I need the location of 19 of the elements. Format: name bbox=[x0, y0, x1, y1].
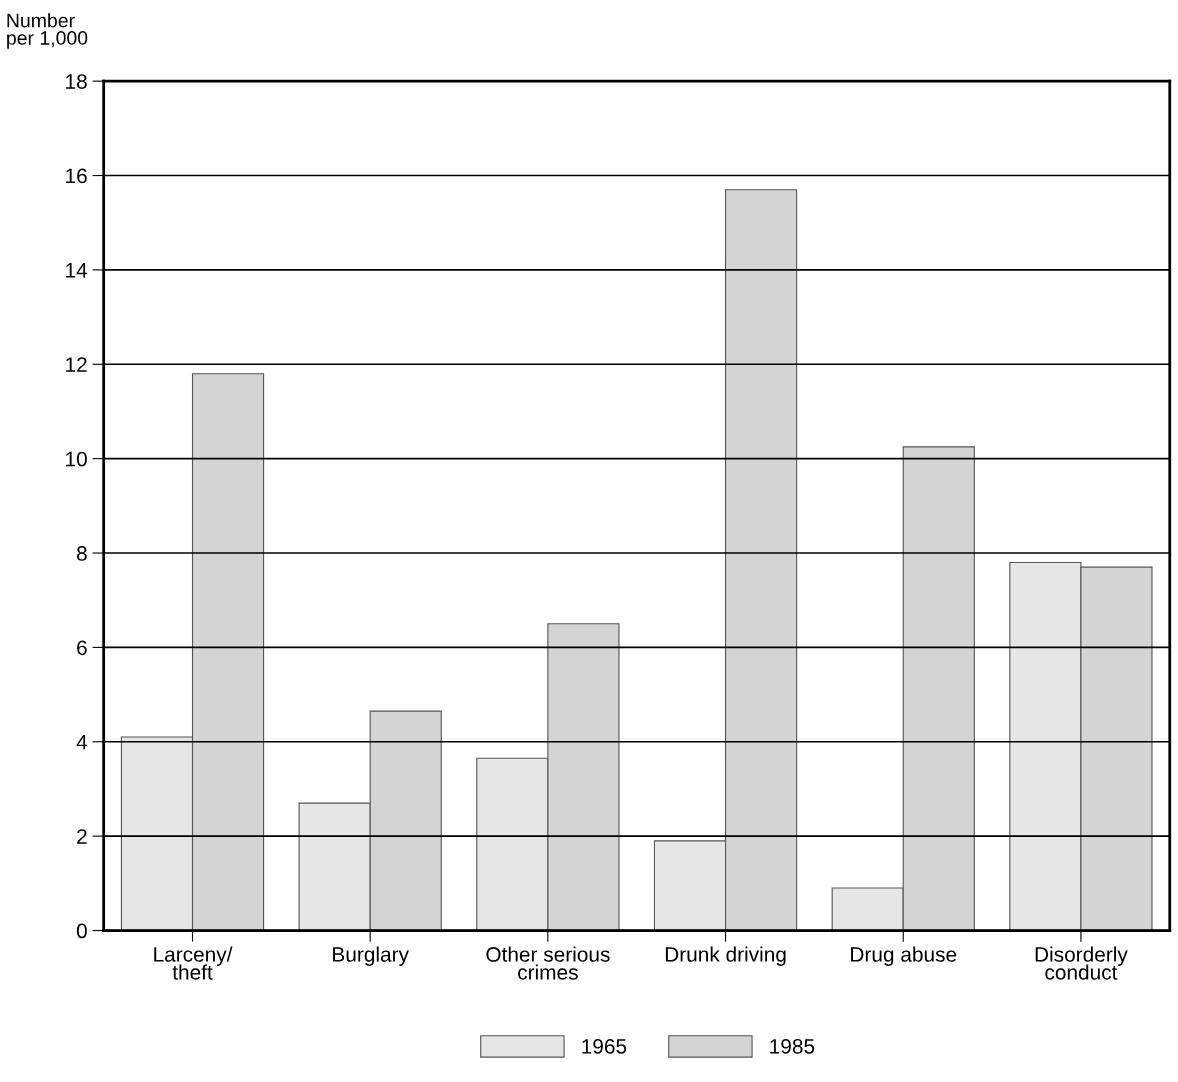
y-tick-label: 8 bbox=[77, 546, 87, 561]
x-tick-label: Burglary bbox=[333, 946, 409, 966]
y-tick-label: 6 bbox=[77, 640, 87, 656]
y-tick-label: 2 bbox=[77, 829, 87, 844]
x-tick-label: Drunk driving bbox=[665, 946, 786, 966]
y-tick-label: 12 bbox=[66, 357, 87, 372]
y-tick-label: 14 bbox=[66, 263, 88, 278]
y-axis-title: Number per 1,000 bbox=[7, 13, 88, 49]
legend-label: 1965 bbox=[582, 1038, 627, 1054]
y-tick-label: 4 bbox=[76, 734, 88, 750]
x-tick-label: Disorderly conduct bbox=[1035, 946, 1128, 980]
y-tick-label: 0 bbox=[76, 923, 87, 939]
y-tick-label: 16 bbox=[66, 168, 87, 184]
y-tick-label: 18 bbox=[66, 74, 87, 89]
y-tick-label: 10 bbox=[66, 451, 87, 467]
x-tick-label: Other serious crimes bbox=[486, 946, 610, 980]
legend-label: 1985 bbox=[770, 1038, 815, 1054]
x-tick-label: Drug abuse bbox=[851, 946, 957, 966]
x-tick-label: Larceny/ theft bbox=[154, 946, 233, 980]
